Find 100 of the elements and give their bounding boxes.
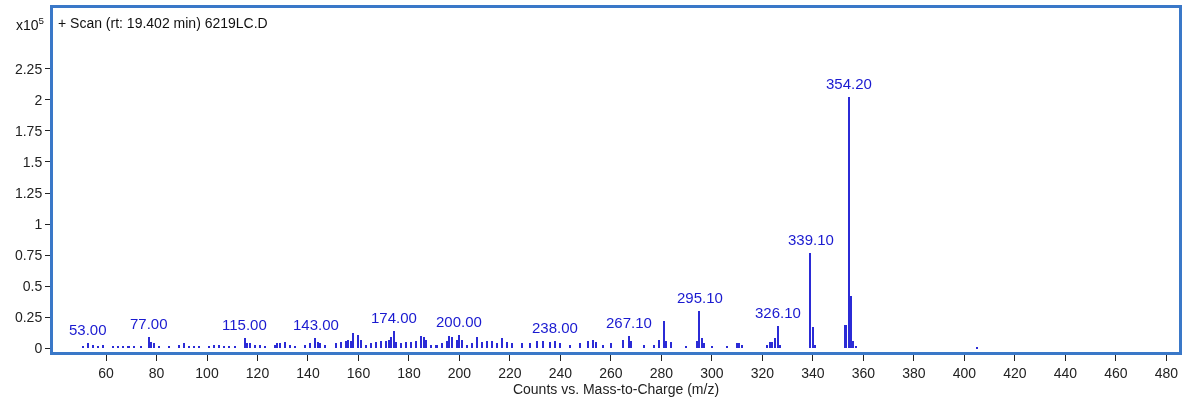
annotation: 267.10 [606,314,652,331]
bar [766,345,768,348]
x-tick-label: 480 [1154,364,1179,381]
x-tick-label: 340 [801,364,825,381]
x-tick-label: 400 [952,364,977,381]
bar [458,335,460,348]
bar [579,343,581,348]
bar [592,340,594,348]
bar [602,345,604,348]
text: + Scan (rt: 19.402 min) 6219LC.D [58,15,268,31]
bar [448,336,450,348]
text: x10$^{5}$ [16,15,45,33]
bar [481,342,483,348]
bar [388,340,390,348]
bar [279,343,281,348]
y-tick-label: 0.5 [22,278,43,295]
y-tick-label: 2.25 [14,60,43,77]
bar [658,340,660,348]
annotation: 200.00 [436,313,482,330]
y-tick-label: 1.5 [22,153,43,170]
bar [254,345,256,348]
bar [357,335,359,348]
bar [809,253,811,348]
bar [148,337,150,348]
annotation: 53.00 [69,321,107,338]
bar [595,342,597,348]
bar [352,333,354,348]
bar [423,337,425,348]
bar [314,338,316,348]
x-tick-label: 80 [148,364,165,381]
annotation: 238.00 [532,319,578,336]
x-tick-label: 60 [98,364,115,381]
bar [491,341,493,348]
bar [410,342,412,348]
bar [218,345,220,348]
x-tick-label: 300 [700,364,724,381]
bar [375,342,377,348]
x-tick-label: 320 [750,364,775,381]
x-tick-label: 220 [498,364,522,381]
y-tick-label: 0 [34,340,43,357]
bar [653,345,655,348]
bar [244,338,246,348]
annotation: 143.00 [293,316,339,333]
bar [441,343,443,348]
bar [506,342,508,348]
x-tick-label: 440 [1053,364,1078,381]
bar [663,321,665,348]
bar [370,343,372,348]
x-tick-label: 120 [245,364,270,381]
annotation: 295.10 [677,289,723,306]
y-tick-label: 2 [34,91,43,108]
x-tick-label: 260 [599,364,623,381]
bar [405,342,407,348]
x-tick-label: 420 [1003,364,1027,381]
bar [249,343,251,348]
bar [153,343,155,348]
bar [549,342,551,348]
x-tick-label: 280 [649,364,674,381]
bar [415,341,417,348]
y-tick-label: 1 [34,215,43,232]
x-tick-label: 180 [397,364,421,381]
bar [777,326,779,348]
bar [178,345,180,348]
bar [102,345,104,348]
bar [324,345,326,348]
bar [289,345,291,348]
annotation: 354.20 [826,75,872,92]
bar [610,343,612,348]
bar [559,343,561,348]
x-tick-label: 360 [851,364,876,381]
y-tick-label: 1.25 [14,184,43,201]
bar [385,341,387,348]
bar [622,340,624,348]
bar [87,343,89,348]
annotation: 339.10 [788,231,834,248]
bar [309,343,311,348]
x-tick-label: 380 [902,364,926,381]
bar [393,331,395,348]
bar [451,337,453,348]
x-axis-title: Counts vs. Mass-to-Charge (m/z) [512,380,720,397]
bar [476,337,478,348]
bar [848,97,850,348]
bar [741,345,743,348]
bar [183,343,185,348]
bar [521,343,523,348]
bar [501,338,503,348]
bar [425,340,427,348]
bar [569,345,571,348]
annotation: 174.00 [371,309,417,326]
bar [304,345,306,348]
annotation: 326.10 [755,304,801,321]
x-tick-label: 140 [296,364,320,381]
bar [435,345,438,348]
annotation: 115.00 [222,316,267,333]
bar [430,345,432,348]
bar [380,341,382,348]
bar [496,343,498,348]
bar [213,345,215,348]
bar [466,345,468,348]
bar [587,341,589,348]
